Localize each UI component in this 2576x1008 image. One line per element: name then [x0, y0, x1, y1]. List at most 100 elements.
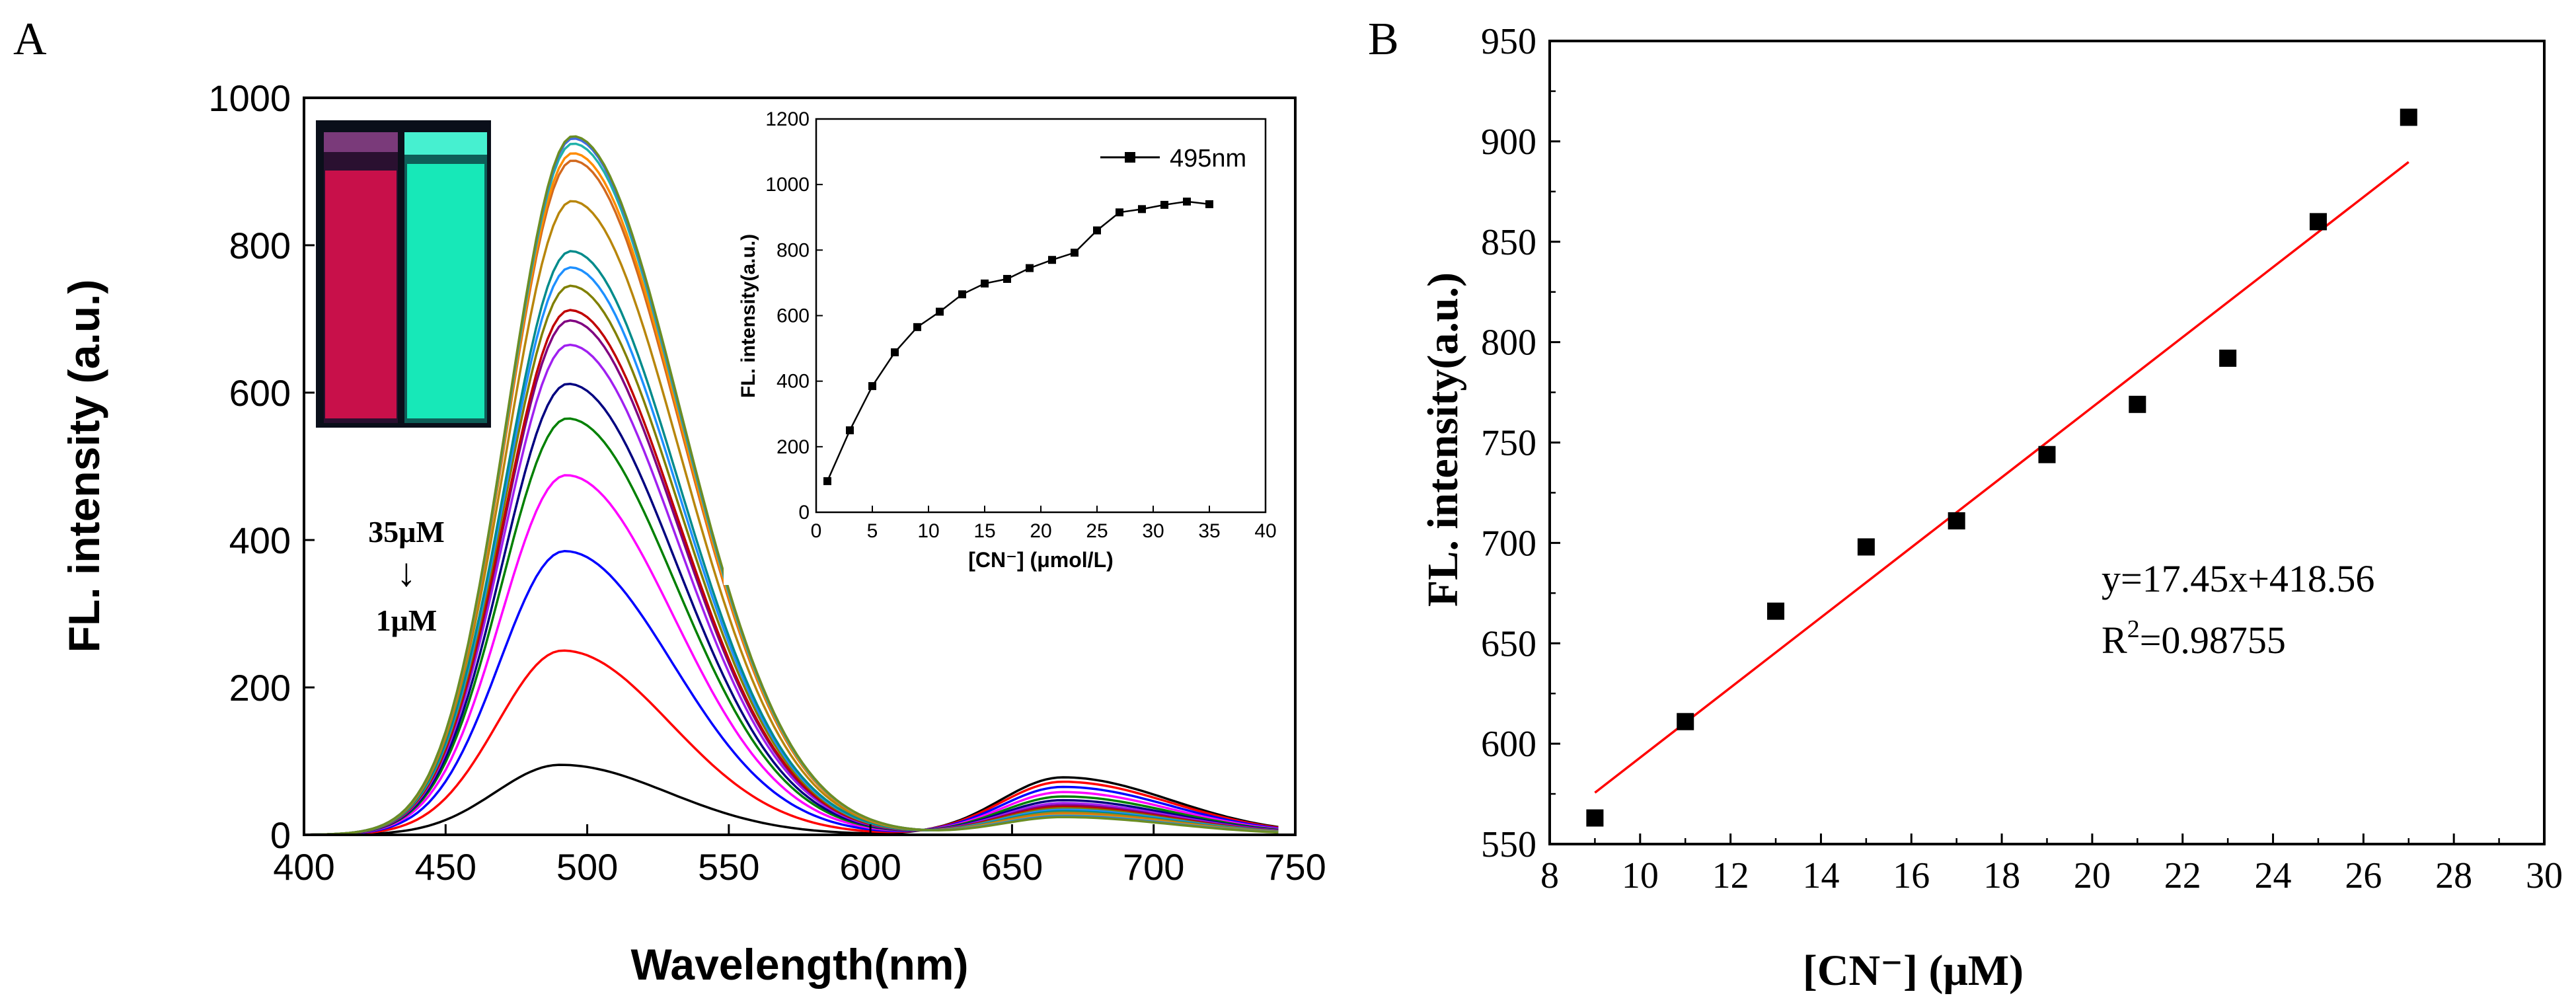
calibration-y-tick-label: 900 [1481, 122, 1536, 163]
inset-point [1160, 200, 1168, 209]
fit-r-squared-value: =0.98755 [2140, 619, 2286, 662]
inset-y-tick-label: 400 [777, 371, 810, 393]
calibration-y-tick-label: 600 [1481, 724, 1536, 765]
inset-x-tick-label: 30 [1142, 520, 1164, 542]
inset-point [1205, 200, 1213, 208]
inset-point [936, 307, 944, 316]
inset-point [1026, 264, 1034, 272]
fit-r-squared: R2=0.98755 [2102, 615, 2286, 662]
inset-x-axis-label: [CN⁻] (μmol/L) [968, 548, 1114, 572]
inset-x-tick-label: 5 [867, 520, 878, 542]
inset-x-tick-label: 10 [917, 520, 939, 542]
inset-point [1003, 274, 1011, 283]
fit-r-squared-exponent: 2 [2127, 615, 2140, 643]
inset-point [1093, 226, 1101, 235]
calibration-point [2400, 108, 2417, 126]
panel-b-label: B [1368, 14, 1399, 65]
inset-x-tick-label: 35 [1198, 520, 1220, 542]
right-cuvette-cap [404, 132, 487, 155]
spectra-x-tick-label: 550 [698, 846, 759, 888]
spectrum-curve [303, 763, 1279, 836]
spectra-x-tick-label: 500 [556, 846, 618, 888]
calibration-x-tick-label: 12 [1712, 855, 1749, 896]
calibration-x-tick-label: 22 [2164, 855, 2201, 896]
inset-y-axis-label: FL. intensity(a.u.) [738, 234, 759, 398]
inset-point [1116, 208, 1123, 217]
calibration-point [1586, 809, 1604, 827]
inset-point [891, 348, 899, 357]
inset-y-tick-label: 200 [777, 436, 810, 458]
calibration-point [1857, 538, 1875, 556]
calibration-x-axis-label: [CN⁻] (μM) [1803, 947, 2024, 995]
calibration-x-tick-label: 26 [2345, 855, 2382, 896]
spectra-y-tick-label: 600 [229, 372, 291, 414]
spectrum-curve [303, 250, 1279, 836]
calibration-point [2038, 446, 2056, 463]
calibration-point [2219, 349, 2237, 367]
spectrum-curve [303, 135, 1279, 836]
spectra-y-tick-label: 0 [270, 814, 291, 856]
spectra-x-tick-label: 600 [839, 846, 901, 888]
calibration-x-tick-label: 20 [2074, 855, 2111, 896]
spectra-plot-frame [303, 97, 1297, 836]
spectra-y-axis-label: FL. intensity (a.u.) [59, 280, 108, 653]
panel-a-label: A [13, 14, 47, 65]
calibration-axes: 8 10 12 14 16 18 20 22 24 26 28 30 550 600 650 700 750 80… [1481, 21, 2563, 896]
calibration-y-tick-label: 850 [1481, 222, 1536, 263]
calibration-x-tick-label: 8 [1540, 855, 1559, 896]
spectra-axes: 400 450 500 550 600 650 700 7500200400600800100… [208, 77, 1326, 888]
calibration-y-tick-label: 650 [1481, 623, 1536, 664]
calibration-x-tick-label: 30 [2526, 855, 2563, 896]
calibration-x-tick-label: 10 [1622, 855, 1659, 896]
fit-equation: y=17.45x+418.56 [2102, 557, 2374, 600]
linear-fit-line [1594, 161, 2409, 794]
inset-point [868, 382, 876, 391]
spectra-curves [303, 135, 1279, 836]
concentration-annotation-bottom: 1μM [376, 603, 437, 637]
calibration-y-axis-label: FL. intensity(a.u.) [1419, 272, 1467, 607]
calibration-x-tick-label: 14 [1802, 855, 1839, 896]
inset-point [913, 323, 921, 331]
inset-point [1071, 249, 1079, 257]
spectrum-curve [304, 474, 1279, 836]
inset-x-tick-label: 0 [811, 520, 822, 542]
spectrum-curve [303, 309, 1279, 836]
spectra-y-tick-label: 400 [229, 520, 291, 561]
inset-legend-marker [1125, 152, 1135, 163]
spectra-y-tick-label: 200 [229, 667, 291, 709]
spectrum-curve [303, 417, 1279, 836]
vial-photo [316, 120, 491, 428]
spectrum-curve [303, 343, 1279, 836]
inset-x-tick-label: 25 [1086, 520, 1108, 542]
spectra-chart: 400 450 500 550 600 650 700 7500200400600800100… [59, 77, 1326, 989]
concentration-annotation-top: 35μM [368, 515, 445, 549]
inset-y-tick-label: 1200 [765, 108, 810, 130]
calibration-chart: 8 10 12 14 16 18 20 22 24 26 28 30 550 600 650 700 750 80… [1419, 21, 2563, 995]
calibration-point [1948, 512, 1965, 529]
inset-point [846, 426, 854, 435]
inset-background [724, 106, 1285, 585]
inset-point [823, 477, 831, 485]
calibration-x-tick-label: 28 [2435, 855, 2472, 896]
spectra-x-tick-label: 650 [981, 846, 1043, 888]
spectrum-curve [303, 549, 1279, 836]
spectra-y-tick-label: 800 [229, 225, 291, 266]
inset-y-tick-label: 1000 [765, 174, 810, 196]
right-vial-solution [407, 164, 484, 418]
inset-point [958, 290, 966, 299]
inset-point [1048, 256, 1056, 264]
inset-point [1138, 205, 1146, 213]
spectra-x-tick-label: 700 [1123, 846, 1184, 888]
calibration-y-tick-label: 750 [1481, 423, 1536, 464]
fit-r-squared-prefix: R [2102, 619, 2127, 662]
inset-point [1183, 197, 1191, 206]
inset-y-tick-label: 800 [777, 239, 810, 261]
spectra-x-tick-label: 400 [273, 846, 334, 888]
calibration-x-tick-label: 18 [1983, 855, 2020, 896]
calibration-x-tick-label: 16 [1893, 855, 1930, 896]
calibration-y-tick-label: 700 [1481, 523, 1536, 564]
calibration-point [2129, 395, 2146, 413]
